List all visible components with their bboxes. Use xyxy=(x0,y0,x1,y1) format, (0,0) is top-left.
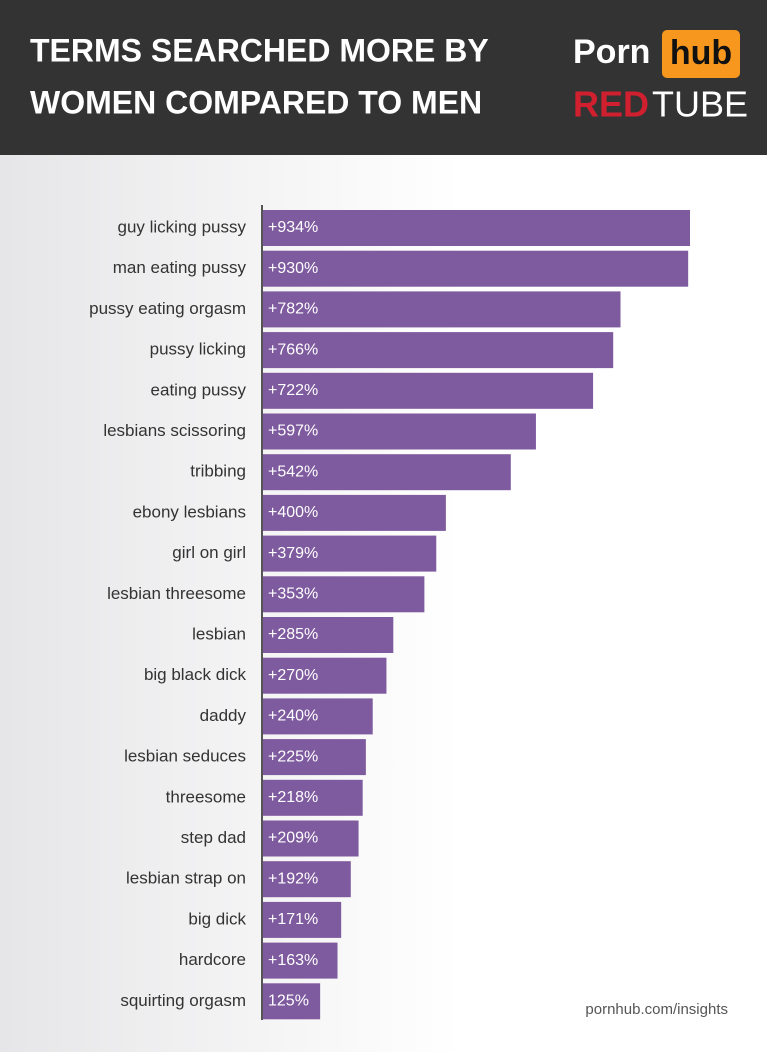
bar xyxy=(263,861,351,898)
category-label: lesbian xyxy=(192,624,246,643)
value-label: +766% xyxy=(268,341,318,358)
value-label: +240% xyxy=(268,708,318,725)
value-label: +353% xyxy=(268,586,318,603)
bar xyxy=(263,942,338,979)
bar xyxy=(263,494,446,531)
category-label: lesbian strap on xyxy=(126,869,246,888)
category-label: squirting orgasm xyxy=(120,991,246,1010)
value-label: +225% xyxy=(268,748,318,765)
bar xyxy=(263,779,363,816)
logo-hub-box xyxy=(662,30,740,78)
bar xyxy=(263,372,594,409)
category-label: ebony lesbians xyxy=(133,502,246,521)
category-label: tribbing xyxy=(190,462,246,481)
logo-hub: hub xyxy=(670,34,732,72)
category-label: pussy licking xyxy=(150,340,246,359)
value-label: +930% xyxy=(268,260,318,277)
bar xyxy=(263,657,387,694)
title-line: TERMS SEARCHED MORE BY xyxy=(30,32,489,68)
category-label: threesome xyxy=(166,787,246,806)
category-label: pussy eating orgasm xyxy=(89,299,246,318)
category-label: lesbian seduces xyxy=(124,747,246,766)
bar xyxy=(263,576,425,613)
category-label: lesbians scissoring xyxy=(103,421,246,440)
bar xyxy=(263,250,689,287)
bar xyxy=(263,698,373,735)
source: pornhub.com/insights xyxy=(585,1001,728,1018)
category-label: step dad xyxy=(181,828,246,847)
category-label: lesbian threesome xyxy=(107,584,246,603)
bar xyxy=(263,291,621,328)
value-label: +171% xyxy=(268,911,318,928)
value-label: +192% xyxy=(268,870,318,887)
category-label: big black dick xyxy=(144,665,247,684)
value-label: +163% xyxy=(268,952,318,969)
category-label: eating pussy xyxy=(151,380,247,399)
bar xyxy=(263,210,690,246)
logo-red: RED xyxy=(573,84,649,125)
category-label: girl on girl xyxy=(172,543,246,562)
value-label: +400% xyxy=(268,504,318,521)
bar xyxy=(263,332,614,369)
header xyxy=(0,0,767,155)
value-label: +285% xyxy=(268,626,318,643)
value-label: +209% xyxy=(268,830,318,847)
bar xyxy=(263,454,511,491)
value-label: +379% xyxy=(268,545,318,562)
value-label: +218% xyxy=(268,789,318,806)
category-label: big dick xyxy=(188,909,246,928)
value-label: +270% xyxy=(268,667,318,684)
bar xyxy=(263,901,342,938)
category-label: hardcore xyxy=(179,950,246,969)
category-label: guy licking pussy xyxy=(117,217,246,236)
logo-porn: Porn xyxy=(573,33,650,71)
value-label: +597% xyxy=(268,423,318,440)
bar xyxy=(263,739,366,776)
value-label: +542% xyxy=(268,463,318,480)
category-label: daddy xyxy=(200,706,247,725)
value-label: +934% xyxy=(268,219,318,236)
bar xyxy=(263,983,321,1020)
logo-tube: TUBE xyxy=(652,84,748,125)
title-line: WOMEN COMPARED TO MEN xyxy=(30,84,482,120)
bar xyxy=(263,413,536,450)
bar xyxy=(263,820,359,857)
value-label: 125% xyxy=(268,993,309,1010)
value-label: +782% xyxy=(268,301,318,318)
category-label: man eating pussy xyxy=(113,258,247,277)
bar xyxy=(263,535,437,572)
bar xyxy=(263,617,394,653)
value-label: +722% xyxy=(268,382,318,399)
